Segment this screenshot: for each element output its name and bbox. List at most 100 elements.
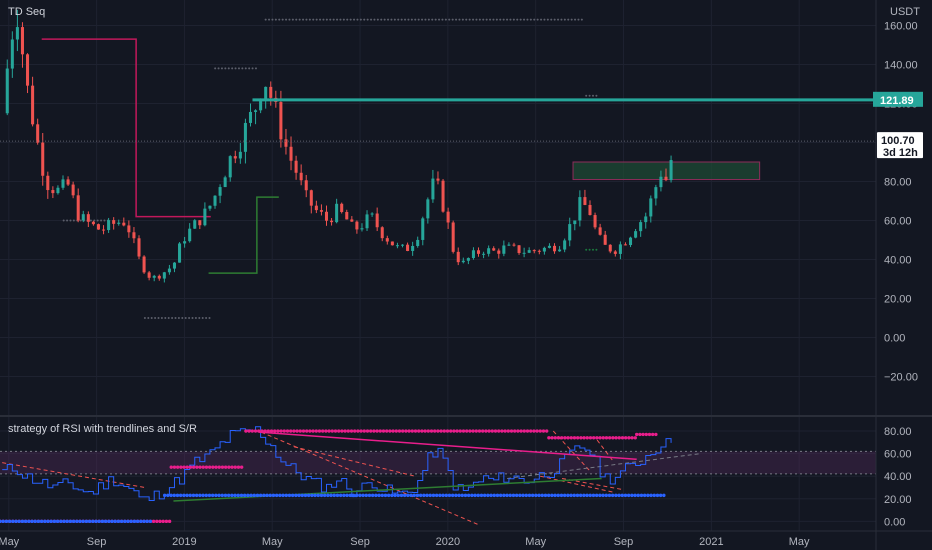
main-dot <box>278 18 281 21</box>
rsi-dot-row-0 <box>244 429 549 433</box>
rsi-dot <box>391 429 395 433</box>
main-dot <box>516 18 519 21</box>
candle-up <box>162 272 166 279</box>
candle-up <box>400 244 405 246</box>
rsi-dot <box>604 493 608 498</box>
rsi-dot <box>416 429 421 433</box>
main-dot <box>217 67 220 70</box>
rsi-dot <box>402 493 407 498</box>
candle-up <box>507 244 511 246</box>
rsi-dot <box>250 429 254 433</box>
rsi-dot <box>582 493 586 498</box>
main-dot <box>519 18 522 21</box>
main-dot <box>201 317 204 319</box>
candle-down <box>319 210 323 212</box>
main-dot <box>62 219 65 222</box>
last-price-label: 100.70 <box>881 135 915 147</box>
main-dot <box>194 317 197 319</box>
rsi-dot <box>148 519 153 524</box>
rsi-dot <box>627 436 631 440</box>
main-dot <box>543 18 546 21</box>
candle-up <box>178 243 182 263</box>
rsi-dot <box>591 493 596 498</box>
rsi-dot <box>4 519 9 524</box>
candle-up <box>502 245 506 254</box>
rsi-dot <box>201 465 205 469</box>
rsi-dot <box>454 493 458 498</box>
candle-up <box>117 222 121 224</box>
rsi-dot <box>394 429 398 433</box>
candle-up <box>542 247 546 252</box>
candle-down <box>147 272 151 278</box>
rsi-dot <box>650 432 655 437</box>
rsi-dot <box>458 429 462 433</box>
main-dot <box>390 18 393 21</box>
candle-up <box>188 228 192 242</box>
candle-down <box>537 250 541 252</box>
rsi-legend[interactable]: strategy of RSI with trendlines and S/R <box>8 423 197 435</box>
main-dot <box>237 67 240 70</box>
main-dot <box>295 18 298 21</box>
main-dot <box>465 18 468 21</box>
main-dot <box>468 18 471 21</box>
main-dot <box>254 67 257 70</box>
rsi-dot <box>617 436 621 440</box>
rsi-dot <box>332 493 336 498</box>
rsi-dot <box>370 493 375 498</box>
rsi-dot <box>428 493 432 498</box>
rsi-dot <box>553 493 557 498</box>
candle-up <box>659 176 663 188</box>
rsi-dot <box>426 429 430 433</box>
rsi-dot <box>479 493 484 498</box>
rsi-dot <box>172 465 177 469</box>
rsi-dot <box>393 493 397 498</box>
resistance-price-label: 121.89 <box>880 95 914 107</box>
rsi-dot <box>461 429 466 433</box>
rsi-dot <box>110 519 114 524</box>
main-y-tick-5: 60.00 <box>884 216 912 228</box>
resistance-price-badge: 121.89 <box>873 91 923 107</box>
rsi-dot <box>314 429 318 433</box>
rsi-dot <box>484 429 488 433</box>
rsi-dot <box>634 432 639 437</box>
main-dot <box>100 219 103 222</box>
candle-up <box>248 111 253 123</box>
rsi-dot <box>253 429 258 433</box>
rsi-dot <box>511 493 516 498</box>
rsi-dot-row-5 <box>0 519 153 524</box>
candle-down <box>309 190 313 206</box>
rsi-dot <box>36 519 41 524</box>
rsi-dot <box>263 429 267 433</box>
rsi-dot <box>630 493 634 498</box>
x-tick-8: 2021 <box>699 536 723 548</box>
rsi-dot <box>343 429 347 433</box>
rsi-pane[interactable] <box>0 426 876 526</box>
rsi-dot <box>441 493 445 498</box>
rsi-dot <box>358 493 362 498</box>
main-y-tick-8: 0.00 <box>884 333 905 345</box>
candle-up <box>107 220 111 231</box>
candle-up <box>471 250 475 259</box>
rsi-dot <box>242 493 247 498</box>
rsi-dot <box>155 519 159 524</box>
candle-up <box>578 197 582 221</box>
main-pane[interactable] <box>0 9 876 319</box>
main-dot <box>482 18 485 21</box>
candle-up <box>238 151 242 159</box>
currency-label[interactable]: USDT <box>890 6 920 18</box>
rsi-dot <box>94 519 98 524</box>
main-dot <box>366 18 369 21</box>
main-dot <box>444 18 447 21</box>
rsi-dot <box>139 519 143 524</box>
main-dot <box>373 18 376 21</box>
rsi-dot <box>179 465 183 469</box>
rsi-dot <box>151 519 156 524</box>
rsi-dot <box>262 493 266 498</box>
main-dot <box>557 18 560 21</box>
main-y-tick-1: 140.00 <box>884 60 918 72</box>
rsi-dot <box>431 493 436 498</box>
main-legend[interactable]: TD Seq <box>8 6 45 18</box>
rsi-dot <box>207 465 212 469</box>
rsi-dot <box>340 429 344 433</box>
rsi-dot <box>236 465 241 469</box>
